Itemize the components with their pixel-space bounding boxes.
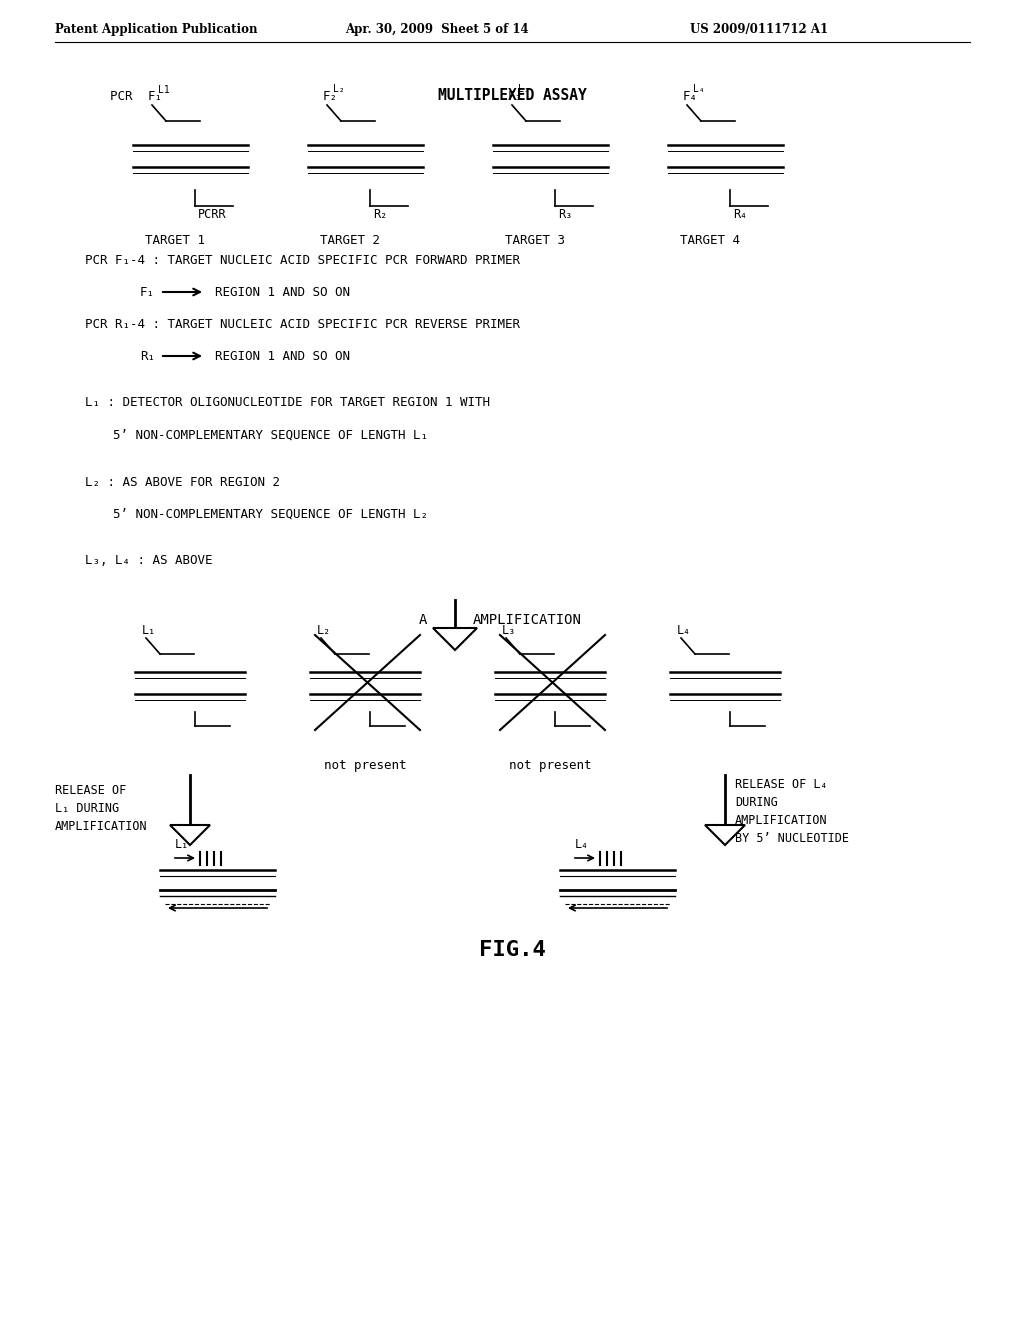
- Text: FIG.4: FIG.4: [478, 940, 546, 960]
- Text: L₂ : AS ABOVE FOR REGION 2: L₂ : AS ABOVE FOR REGION 2: [85, 475, 280, 488]
- Text: TARGET 1: TARGET 1: [145, 234, 205, 247]
- Text: F₃: F₃: [508, 91, 523, 103]
- Text: L₂: L₂: [333, 84, 345, 94]
- Text: R₃: R₃: [558, 209, 572, 222]
- Text: PCR R₁-4 : TARGET NUCLEIC ACID SPECIFIC PCR REVERSE PRIMER: PCR R₁-4 : TARGET NUCLEIC ACID SPECIFIC …: [85, 318, 520, 330]
- Text: L₄: L₄: [575, 837, 589, 850]
- Text: RELEASE OF: RELEASE OF: [55, 784, 126, 796]
- Text: Patent Application Publication: Patent Application Publication: [55, 22, 257, 36]
- Text: A: A: [419, 612, 427, 627]
- Text: 5’ NON-COMPLEMENTARY SEQUENCE OF LENGTH L₁: 5’ NON-COMPLEMENTARY SEQUENCE OF LENGTH …: [113, 429, 428, 441]
- Text: US 2009/0111712 A1: US 2009/0111712 A1: [690, 22, 828, 36]
- Text: F₄: F₄: [683, 91, 698, 103]
- Text: REGION 1 AND SO ON: REGION 1 AND SO ON: [215, 285, 350, 298]
- Text: F₂: F₂: [323, 91, 338, 103]
- Text: PCR F₁-4 : TARGET NUCLEIC ACID SPECIFIC PCR FORWARD PRIMER: PCR F₁-4 : TARGET NUCLEIC ACID SPECIFIC …: [85, 253, 520, 267]
- Text: AMPLIFICATION: AMPLIFICATION: [55, 820, 147, 833]
- Text: L₁ DURING: L₁ DURING: [55, 801, 119, 814]
- Text: L₂: L₂: [317, 623, 331, 636]
- Text: BY 5’ NUCLEOTIDE: BY 5’ NUCLEOTIDE: [735, 833, 849, 846]
- Text: TARGET 4: TARGET 4: [680, 234, 740, 247]
- Text: L₄: L₄: [693, 84, 705, 94]
- Text: TARGET 3: TARGET 3: [505, 234, 565, 247]
- Text: MULTIPLEXED ASSAY: MULTIPLEXED ASSAY: [437, 87, 587, 103]
- Text: L₁: L₁: [142, 623, 157, 636]
- Text: REGION 1 AND SO ON: REGION 1 AND SO ON: [215, 350, 350, 363]
- Text: F₁: F₁: [140, 285, 155, 298]
- Text: not present: not present: [509, 759, 591, 771]
- Text: F₁: F₁: [148, 91, 163, 103]
- Text: R₂: R₂: [373, 209, 387, 222]
- Text: R₄: R₄: [733, 209, 748, 222]
- Text: AMPLIFICATION: AMPLIFICATION: [735, 814, 827, 828]
- Polygon shape: [705, 825, 745, 845]
- Text: L₃, L₄ : AS ABOVE: L₃, L₄ : AS ABOVE: [85, 554, 213, 568]
- Text: TARGET 2: TARGET 2: [319, 234, 380, 247]
- Text: L₁: L₁: [175, 837, 189, 850]
- Text: L₃: L₃: [518, 84, 529, 94]
- Text: RELEASE OF L₄: RELEASE OF L₄: [735, 779, 827, 792]
- Text: PCRR: PCRR: [198, 209, 226, 222]
- Polygon shape: [170, 825, 210, 845]
- Text: PCR: PCR: [110, 91, 140, 103]
- Text: L₁ : DETECTOR OLIGONUCLEOTIDE FOR TARGET REGION 1 WITH: L₁ : DETECTOR OLIGONUCLEOTIDE FOR TARGET…: [85, 396, 490, 409]
- Text: 5’ NON-COMPLEMENTARY SEQUENCE OF LENGTH L₂: 5’ NON-COMPLEMENTARY SEQUENCE OF LENGTH …: [113, 507, 428, 520]
- Text: L₃: L₃: [502, 623, 516, 636]
- Text: Apr. 30, 2009  Sheet 5 of 14: Apr. 30, 2009 Sheet 5 of 14: [345, 22, 528, 36]
- Text: DURING: DURING: [735, 796, 778, 809]
- Text: L₄: L₄: [677, 623, 691, 636]
- Text: AMPLIFICATION: AMPLIFICATION: [473, 612, 582, 627]
- Text: R₁: R₁: [140, 350, 155, 363]
- Polygon shape: [433, 628, 477, 649]
- Text: not present: not present: [324, 759, 407, 771]
- Text: L1: L1: [158, 84, 170, 95]
